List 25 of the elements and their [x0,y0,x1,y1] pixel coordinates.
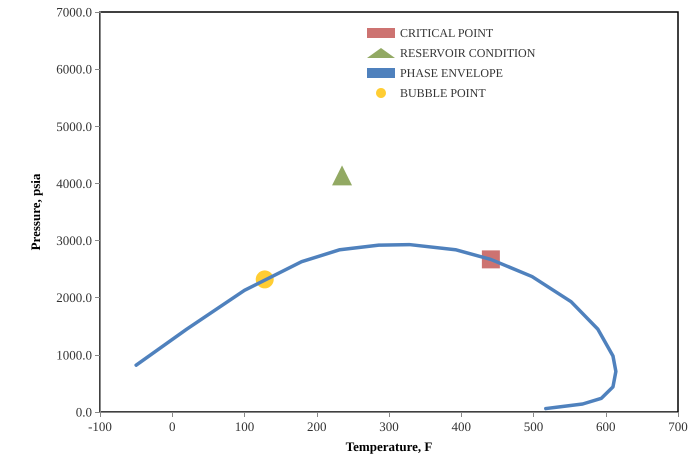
y-axis-title: Pressure, psia [28,173,43,250]
y-tick-label: 1000.0 [56,347,92,362]
legend-label: CRITICAL POINT [400,26,494,40]
line-series [134,242,618,410]
y-tick-label: 2000.0 [56,290,92,306]
y-tick-label: 4000.0 [56,176,92,191]
x-tick-label: 400 [452,419,471,434]
x-tick-label: 100 [234,419,254,434]
x-tick-label: -100 [88,419,112,434]
y-tick-label: 3000.0 [56,233,92,248]
x-tick-label: 300 [379,419,399,434]
y-tick-label: 0.0 [76,404,92,420]
legend-label: BUBBLE POINT [400,86,486,100]
x-tick-label: 200 [307,419,326,434]
legend-label: RESERVOIR CONDITION [400,46,536,60]
y-tick-label: 6000.0 [56,62,92,77]
x-tick-label: 500 [524,419,544,434]
point [332,165,352,186]
legend-label: PHASE ENVELOPE [400,66,504,80]
y-tick-label: 5000.0 [56,118,92,134]
x-tick-label: 700 [668,419,688,434]
x-tick-label: 0 [169,419,176,434]
y-tick-label: 7000.0 [56,4,92,20]
x-tick-label: 600 [596,419,616,434]
x-axis-title: Temperature, F [346,439,432,454]
